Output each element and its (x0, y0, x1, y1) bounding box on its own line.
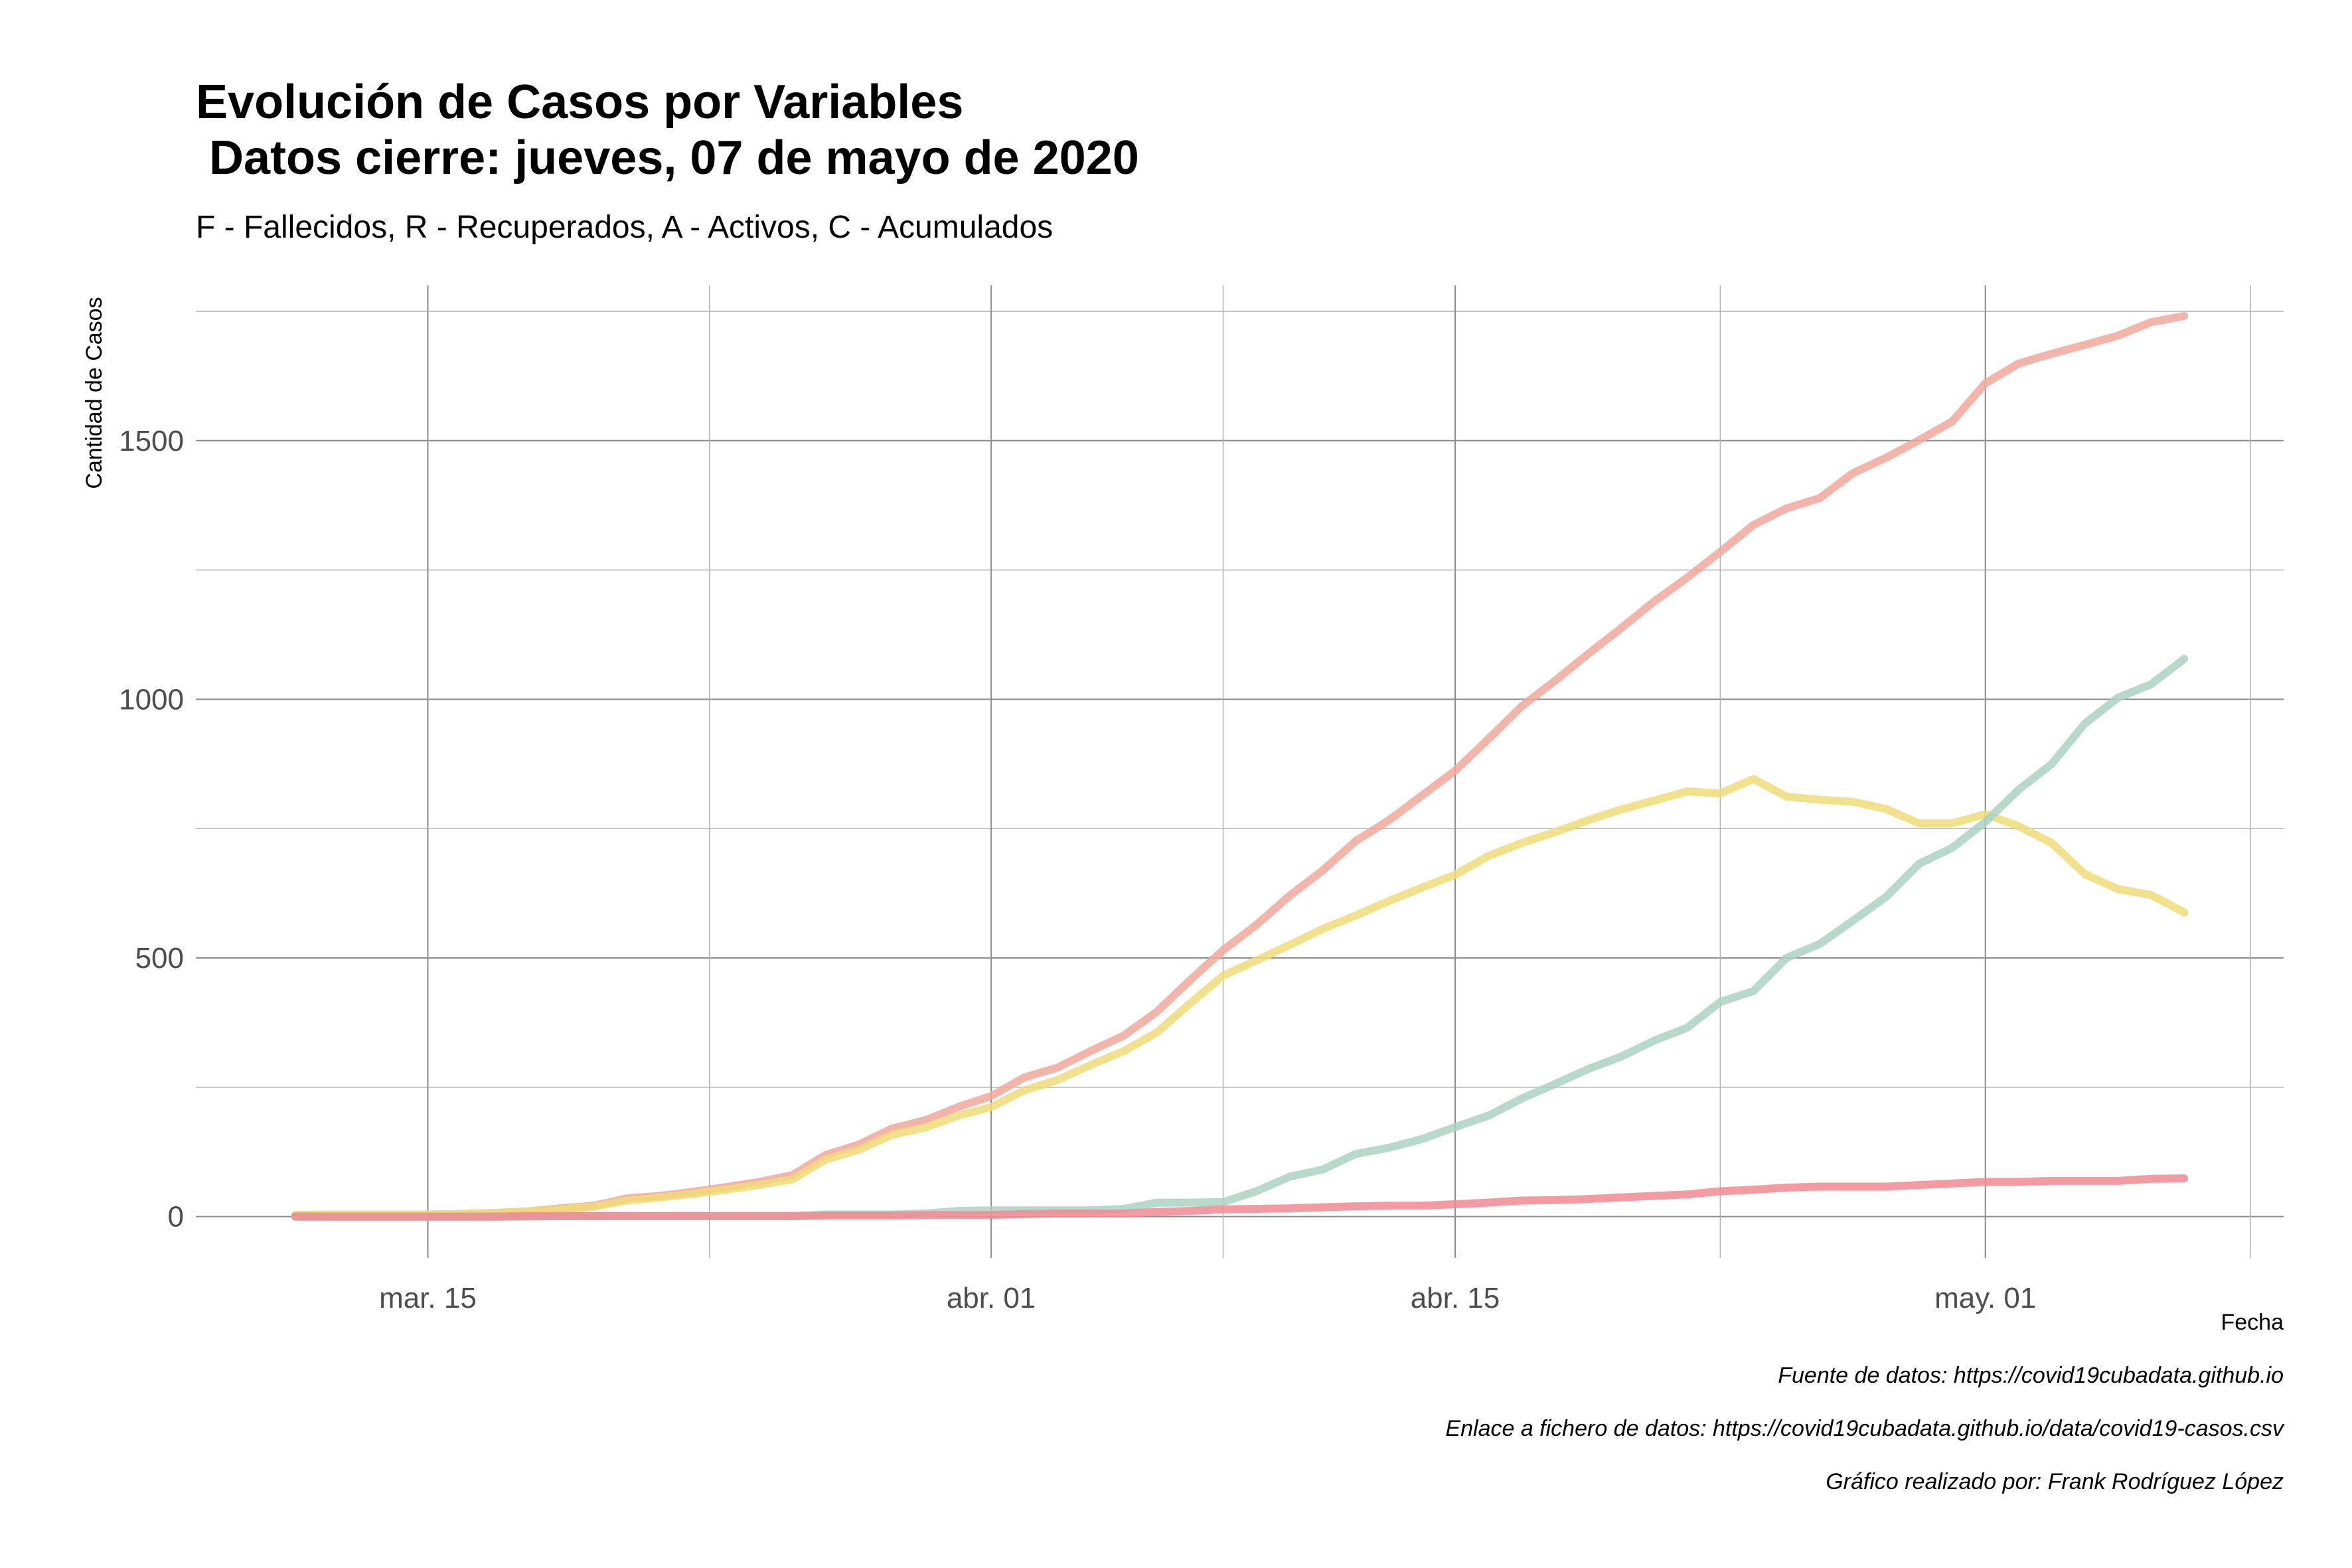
y-axis-ticks: 0 500 1000 1500 (119, 425, 184, 1233)
x-tick-label: mar. 15 (379, 1282, 477, 1314)
x-axis-ticks: mar. 15 abr. 01 abr. 15 may. 01 (379, 1282, 2036, 1314)
y-tick-label: 1500 (119, 425, 184, 457)
y-axis-label: Cantidad de Casos (82, 297, 107, 489)
chart-title: Evolución de Casos por Variables (196, 76, 963, 129)
y-tick-label: 1000 (119, 683, 184, 716)
chart-title-date: Datos cierre: jueves, 07 de mayo de 2020 (196, 131, 1139, 185)
plot-grid (196, 285, 2284, 1258)
caption-author: Gráfico realizado por: Frank Rodríguez L… (1826, 1469, 2284, 1494)
caption-file-link: Enlace a fichero de datos: https://covid… (1445, 1416, 2285, 1441)
series-line-deceased (291, 1174, 2189, 1221)
x-axis-label: Fecha (2221, 1310, 2284, 1335)
series-line-active (291, 775, 2189, 1219)
series-lines (291, 312, 2189, 1221)
x-tick-label: may. 01 (1934, 1282, 2036, 1314)
series-line-accumulated (291, 312, 2189, 1219)
y-tick-label: 0 (168, 1201, 184, 1233)
y-tick-label: 500 (135, 942, 184, 975)
x-tick-label: abr. 15 (1411, 1282, 1500, 1314)
chart-subtitle: F - Fallecidos, R - Recuperados, A - Act… (196, 210, 1053, 245)
caption-source: Fuente de datos: https://covid19cubadata… (1778, 1363, 2284, 1388)
x-tick-label: abr. 01 (947, 1282, 1036, 1314)
